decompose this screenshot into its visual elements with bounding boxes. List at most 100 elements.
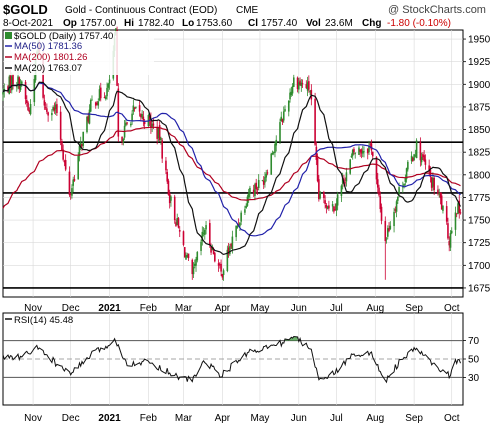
candle-body (419, 142, 422, 161)
candle-body (178, 230, 181, 232)
candle-body (403, 183, 405, 186)
candle-body (96, 102, 98, 105)
candle-body (94, 102, 97, 106)
legend-ma200: MA(200) 1801.26 (14, 52, 87, 63)
candle-body (335, 203, 338, 211)
month-tick-label: Dec (62, 303, 80, 314)
candle-body (205, 225, 207, 230)
candle-body (449, 233, 452, 248)
candle-body (158, 125, 161, 141)
candle-body (156, 126, 158, 139)
candle-body (86, 116, 88, 133)
rsi-month-axis: Nov Dec 2021 Feb Mar Apr May Jun Jul Aug Sep Oct (24, 413, 460, 424)
candle-body (380, 206, 383, 221)
candle-body (168, 193, 171, 204)
candle-body (227, 247, 230, 255)
candle-body (423, 155, 425, 161)
candle-body (306, 82, 309, 91)
month-tick-label: Oct (444, 413, 460, 424)
candle-body (280, 116, 283, 122)
candle-body (272, 152, 275, 154)
legend-ma50: MA(50) 1781.36 (14, 41, 82, 52)
candle-body (376, 179, 379, 188)
candle-body (318, 179, 320, 200)
candle-body (143, 121, 146, 125)
candle-body (7, 86, 9, 92)
candle-body (21, 81, 23, 84)
rsi-panel-frame (2, 312, 464, 406)
candle-body (73, 179, 76, 181)
candle-body (177, 218, 180, 228)
volume-value: 23.6M (325, 18, 353, 29)
candle-body (87, 116, 90, 122)
quote-date: 8-Oct-2021 (3, 18, 53, 29)
candle-body (142, 116, 145, 121)
candle-body (104, 96, 107, 99)
candle-body (132, 105, 135, 112)
candle-body (97, 101, 100, 106)
candle-body (53, 107, 56, 111)
candle-body (301, 83, 304, 85)
candle-body (393, 211, 395, 227)
candle-body (78, 146, 81, 157)
candle-body (77, 155, 80, 180)
candle-body (51, 112, 53, 116)
candle-body (2, 91, 4, 95)
candle-body (183, 247, 186, 258)
candle-body (88, 109, 91, 124)
candle-body (71, 188, 73, 196)
candle-body (42, 53, 44, 98)
candle-body (17, 76, 19, 85)
contract-name: Gold - Continuous Contract (EOD) (65, 5, 217, 16)
candle-body (341, 178, 344, 184)
candle-body (386, 228, 389, 237)
candle-body (131, 113, 133, 122)
candle-body (413, 154, 415, 161)
candle-body (345, 172, 348, 182)
candle-body (370, 143, 373, 151)
candle-body (237, 224, 240, 226)
candle-body (257, 180, 260, 189)
candle-body (292, 77, 295, 87)
candle-body (108, 79, 111, 84)
price-tick-label: 1800 (468, 170, 491, 181)
candle-body (415, 140, 418, 159)
candle-body (196, 252, 199, 261)
rsi-line-group (2, 335, 461, 384)
candle-body (270, 153, 273, 175)
candle-body (103, 97, 106, 98)
month-tick-label: Jun (291, 413, 307, 424)
candle-body (385, 238, 388, 240)
ma20-line (2, 81, 462, 256)
candle-body (140, 114, 142, 118)
candle-body (326, 206, 329, 209)
volume-label: Vol (306, 18, 321, 29)
candle-body (10, 76, 13, 91)
candle-body (291, 86, 294, 94)
candle-body (54, 104, 57, 110)
rsi-legend: RSI(14) 45.48 (4, 314, 88, 326)
price-tick-label: 1875 (468, 102, 491, 113)
candle-body (366, 148, 369, 154)
candle-body (151, 123, 153, 127)
candle-body (214, 252, 216, 262)
month-tick-label: Mar (175, 413, 193, 424)
candle-body (221, 274, 224, 278)
price-tick-label: 1950 (468, 35, 491, 46)
candle-body (231, 236, 234, 249)
close-label: Cl (248, 18, 258, 29)
candle-body (161, 140, 163, 159)
candle-body (82, 131, 85, 146)
month-tick-label: Mar (175, 303, 193, 314)
month-tick-label: May (250, 303, 269, 314)
candle-body (454, 212, 457, 230)
candle-body (99, 87, 102, 99)
rsi-legend-label: RSI(14) 45.48 (14, 315, 73, 326)
close-value: 1757.40 (261, 18, 298, 29)
candle-body (384, 221, 387, 242)
candle-body (324, 200, 326, 205)
candle-body (404, 177, 407, 182)
candle-body (442, 205, 444, 211)
candle-body (157, 127, 160, 139)
